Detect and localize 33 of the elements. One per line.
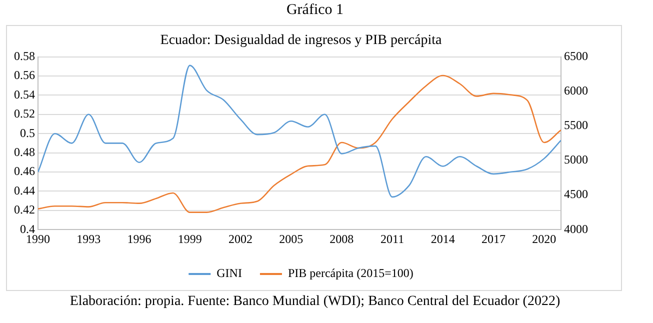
y-tick-label: 0.46 [14,164,35,178]
y-tick-label: 0.54 [14,87,35,102]
y2-tick-label: 5500 [564,118,588,132]
x-tick-label: 2008 [330,232,354,246]
y2-tick-label: 5000 [564,152,588,167]
y-tick-label: 0.5 [20,126,35,140]
line-series [38,64,561,198]
x-tick-label: 1996 [127,232,152,246]
x-tick-label: 2017 [482,232,506,246]
y-tick-label: 0.48 [14,144,35,159]
y-tick-label: 0.56 [14,68,35,82]
x-tick-label: 2020 [532,232,556,246]
x-tick-label: 2011 [380,232,404,246]
chart-subtitle: Ecuador: Desigualdad de ingresos y PIB percápita [160,33,443,48]
y-tick-label: 0.42 [14,202,35,217]
legend-label: GINI [216,266,242,280]
y-tick-label: 0.52 [14,106,35,121]
x-tick-label: 2005 [279,232,304,246]
legend-label: PIB percápita (2015=100) [288,266,414,280]
y2-tick-label: 6500 [564,48,588,63]
y2-tick-label: 4000 [564,222,588,236]
y-tick-label: 0.44 [14,183,35,198]
x-tick-label: 1993 [76,232,101,246]
text: Elaboración: propia. Fuente: Banco Mundial (WDI); Banco Central del Ecuador (2022) [68,294,562,310]
chart-title: Gráfico 1 [285,2,345,19]
y-tick-label: 0.58 [14,48,35,63]
x-tick-label: 2014 [430,232,455,246]
x-tick-label: 1999 [178,232,202,246]
y2-tick-label: 4500 [564,187,588,202]
line-series [38,74,561,213]
x-tick-label: 2002 [228,232,252,246]
y2-tick-label: 6000 [564,84,588,98]
y-tick-label: 0.4 [20,222,35,236]
